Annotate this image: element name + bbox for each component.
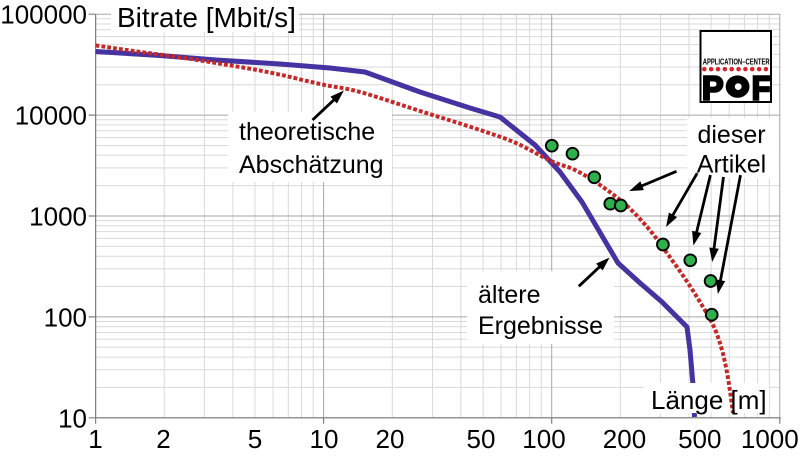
svg-text:5: 5 xyxy=(248,424,262,452)
svg-text:Bitrate [Mbit/s]: Bitrate [Mbit/s] xyxy=(117,2,296,33)
svg-text:F: F xyxy=(752,69,771,106)
svg-text:10: 10 xyxy=(58,403,87,433)
svg-text:Ergebnisse: Ergebnisse xyxy=(478,312,603,340)
svg-text:100: 100 xyxy=(522,424,565,452)
svg-text:Artikel: Artikel xyxy=(697,151,766,179)
svg-text:P: P xyxy=(702,69,724,106)
svg-text:APPLICATION–CENTER: APPLICATION–CENTER xyxy=(703,56,770,66)
svg-text:50: 50 xyxy=(467,424,496,452)
svg-text:1: 1 xyxy=(88,424,102,452)
svg-text:500: 500 xyxy=(678,424,721,452)
svg-text:10: 10 xyxy=(310,424,339,452)
svg-text:1000: 1000 xyxy=(29,202,87,232)
svg-text:2: 2 xyxy=(156,424,170,452)
svg-text:theoretische: theoretische xyxy=(239,118,375,146)
svg-text:100000: 100000 xyxy=(0,0,87,30)
svg-text:Abschätzung: Abschätzung xyxy=(239,151,384,179)
svg-text:100: 100 xyxy=(44,302,87,332)
svg-text:1000: 1000 xyxy=(741,424,799,452)
svg-text:20: 20 xyxy=(376,424,405,452)
svg-text:200: 200 xyxy=(603,424,646,452)
svg-text:ältere: ältere xyxy=(478,281,541,309)
svg-text:dieser: dieser xyxy=(697,121,765,149)
svg-text:10000: 10000 xyxy=(15,101,87,131)
svg-text:Länge [m]: Länge [m] xyxy=(651,385,767,415)
